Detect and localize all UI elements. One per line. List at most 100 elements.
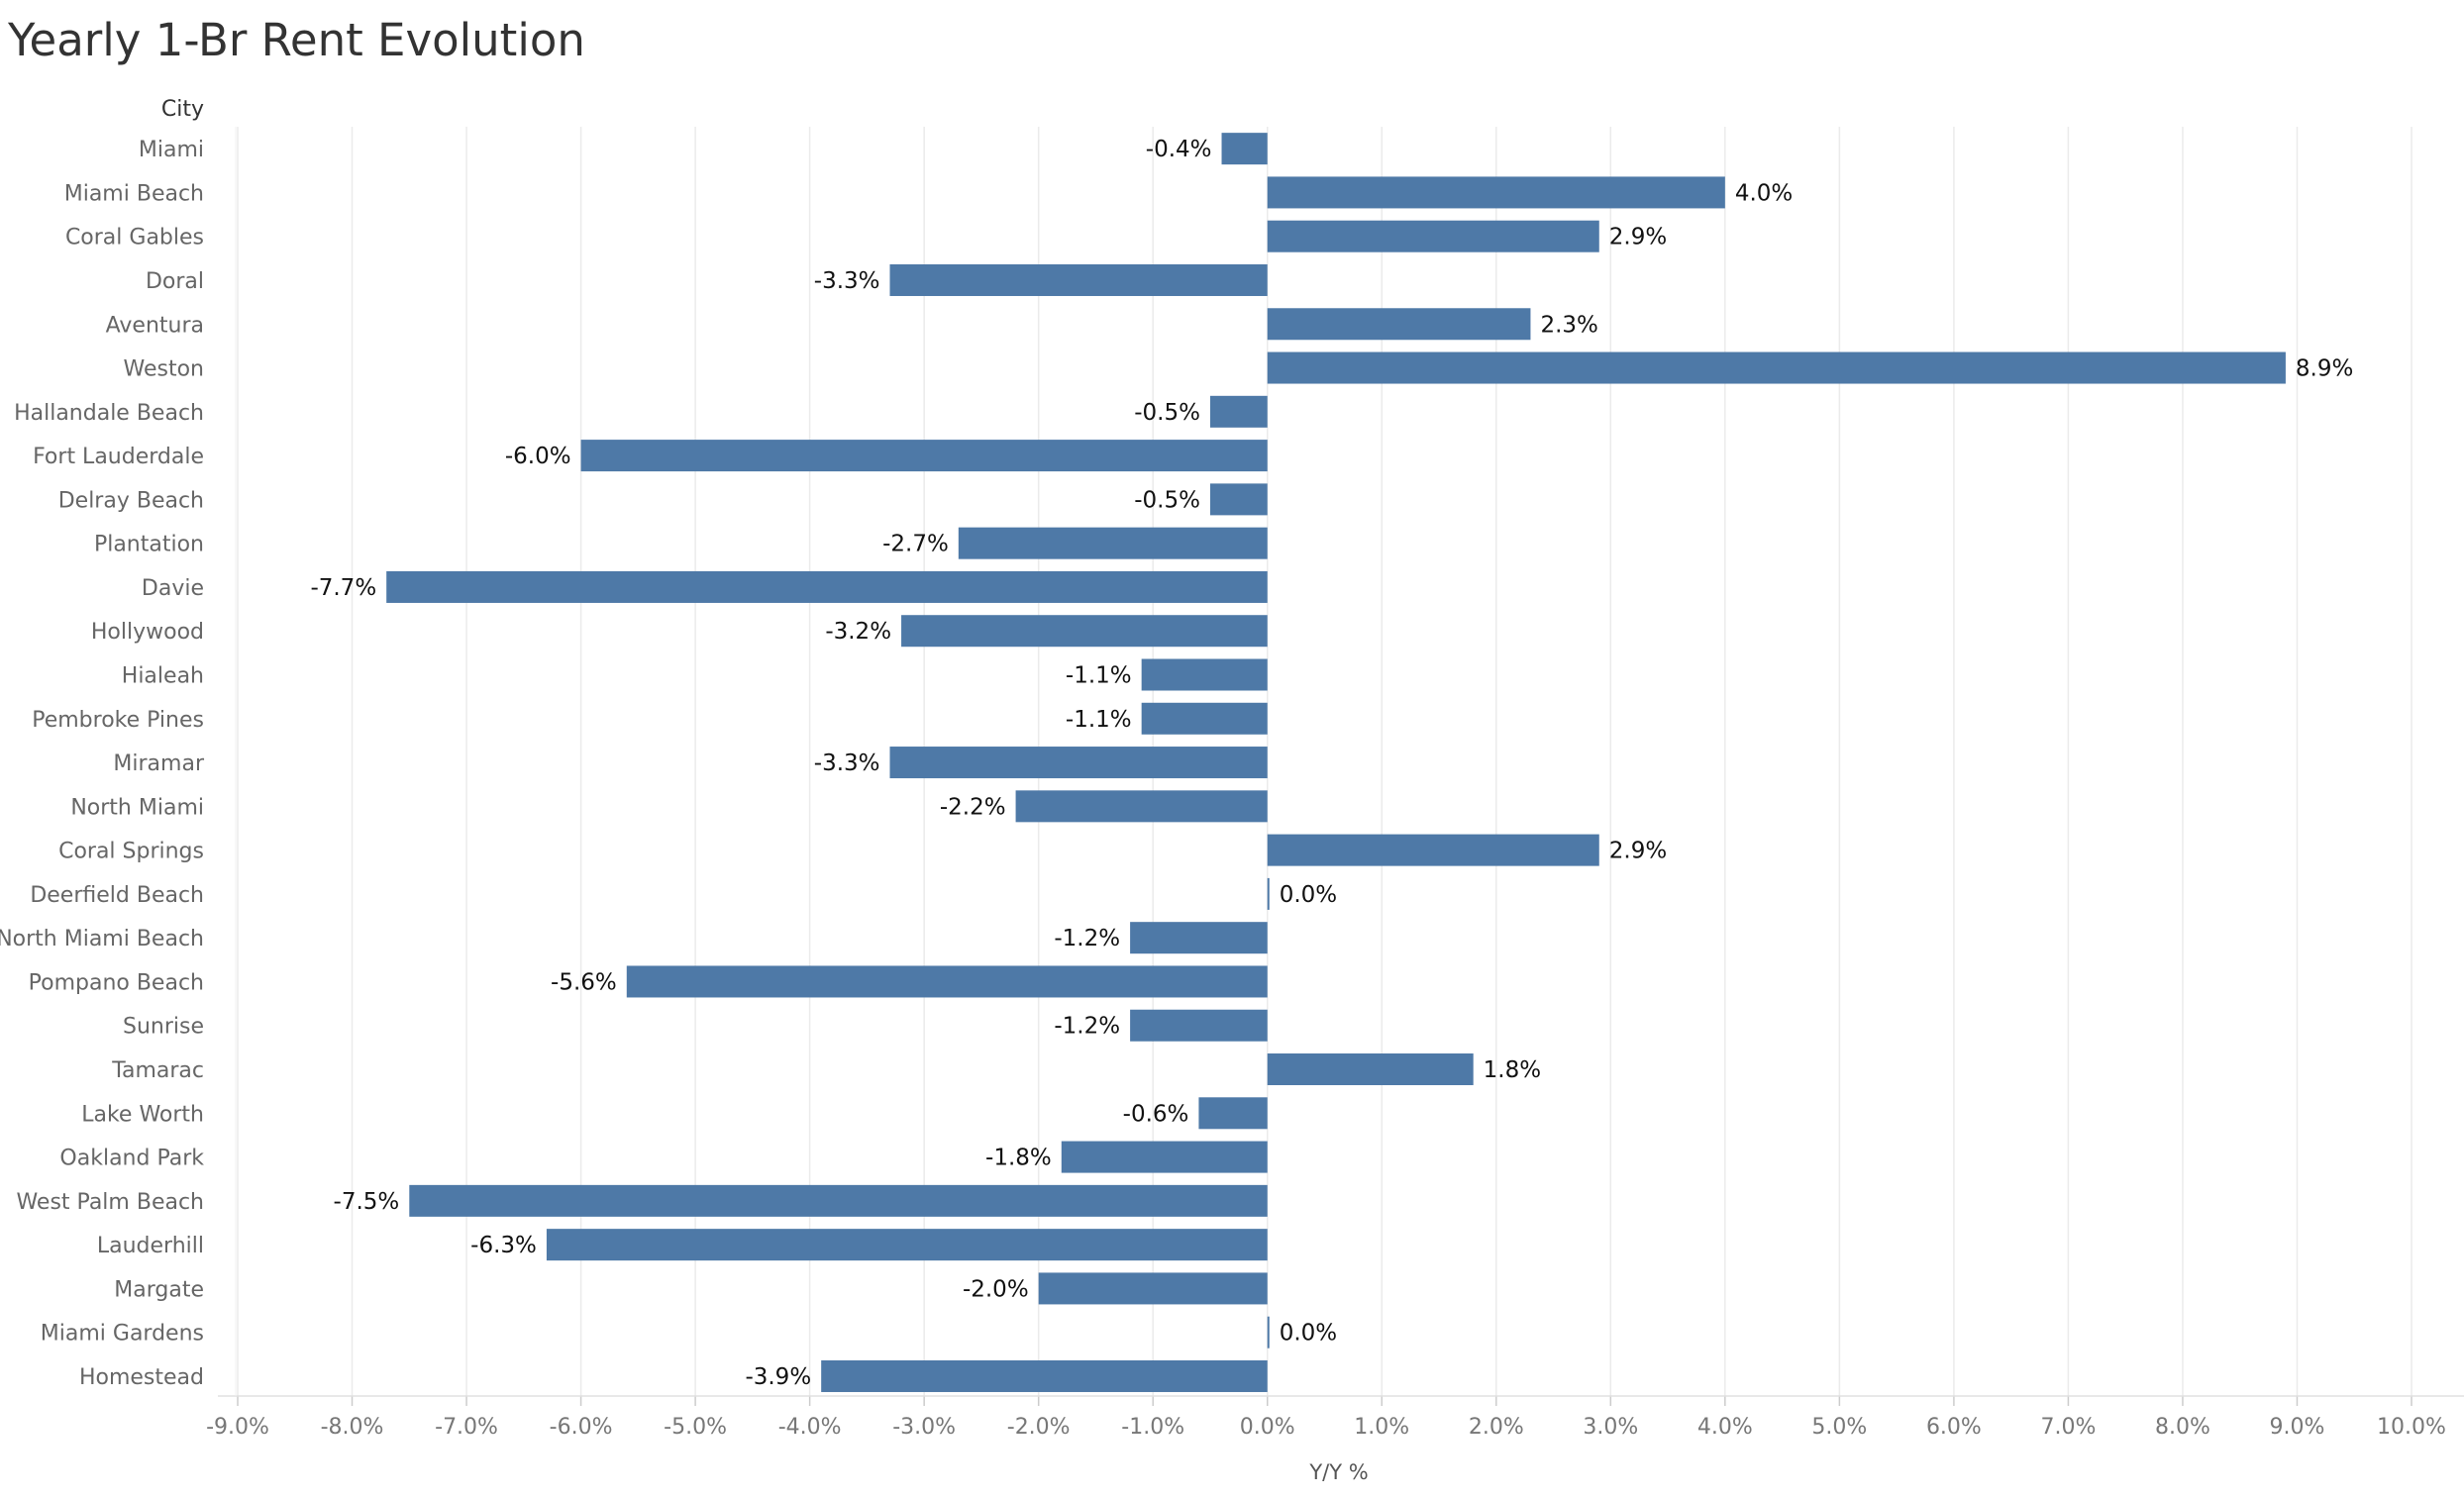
x-tick-label: -8.0%: [321, 1415, 384, 1440]
data-label: -0.6%: [1123, 1101, 1189, 1127]
category-label: Miami Gardens: [41, 1322, 204, 1347]
data-label: -0.5%: [1134, 487, 1200, 513]
category-label: Hallandale Beach: [14, 401, 204, 426]
bar: [1221, 133, 1268, 165]
data-label: -3.9%: [745, 1364, 811, 1390]
data-label: 2.9%: [1609, 225, 1667, 250]
bar: [821, 1359, 1268, 1392]
data-label: -3.2%: [825, 619, 891, 645]
x-tick-label: 6.0%: [1926, 1415, 1982, 1440]
bar: [1267, 308, 1531, 341]
category-label: North Miami Beach: [0, 927, 204, 951]
category-label: Deerfield Beach: [30, 883, 204, 908]
bar: [1061, 1141, 1268, 1173]
x-tick-label: 5.0%: [1811, 1415, 1867, 1440]
x-tick-label: -9.0%: [206, 1415, 269, 1440]
bar: [546, 1229, 1268, 1261]
category-label: Oakland Park: [59, 1147, 204, 1171]
category-label: Pembroke Pines: [32, 708, 204, 733]
data-label: -7.5%: [334, 1189, 400, 1215]
data-label: 2.3%: [1540, 312, 1597, 338]
data-label: -0.4%: [1146, 137, 1212, 162]
category-label: Aventura: [106, 313, 204, 338]
data-label: 2.9%: [1609, 839, 1667, 864]
category-label: Miramar: [113, 751, 205, 776]
data-label: -2.0%: [963, 1276, 1029, 1302]
x-tick-label: 2.0%: [1469, 1415, 1524, 1440]
category-label: Miami Beach: [64, 181, 204, 206]
data-label: 4.0%: [1735, 180, 1793, 206]
x-tick-label: -7.0%: [435, 1415, 498, 1440]
category-label: North Miami: [70, 795, 204, 820]
data-label: -7.7%: [310, 575, 376, 601]
bar: [1130, 1009, 1268, 1042]
data-label: -2.7%: [882, 532, 949, 557]
bar: [901, 615, 1268, 648]
bar: [1267, 877, 1270, 910]
x-tick-label: 8.0%: [2155, 1415, 2210, 1440]
x-tick-label: -1.0%: [1121, 1415, 1184, 1440]
bar: [1130, 922, 1268, 954]
x-tick-label: 9.0%: [2270, 1415, 2325, 1440]
x-tick-label: -5.0%: [664, 1415, 727, 1440]
data-label: -1.1%: [1066, 663, 1132, 689]
data-label: -3.3%: [814, 750, 880, 776]
x-tick-label: 7.0%: [2040, 1415, 2096, 1440]
category-label: Hollywood: [91, 620, 204, 645]
x-tick-label: -4.0%: [778, 1415, 842, 1440]
category-label: Margate: [114, 1277, 204, 1302]
x-tick-label: 4.0%: [1697, 1415, 1753, 1440]
bar: [1267, 834, 1599, 866]
bar: [889, 263, 1268, 296]
bar: [409, 1184, 1268, 1217]
x-tick-label: 1.0%: [1354, 1415, 1409, 1440]
bar: [626, 965, 1268, 998]
data-label: -1.2%: [1054, 926, 1120, 951]
data-label: -1.2%: [1054, 1014, 1120, 1040]
category-label: Homestead: [79, 1365, 204, 1390]
bar: [889, 747, 1268, 779]
data-label: 1.8%: [1484, 1057, 1541, 1083]
data-label: -3.3%: [814, 268, 880, 294]
bars: [386, 133, 2286, 1392]
data-label: -6.0%: [505, 444, 571, 469]
data-label: -1.8%: [985, 1146, 1052, 1171]
category-label: Doral: [146, 269, 204, 294]
data-label: 8.9%: [2296, 356, 2353, 382]
category-label: Weston: [124, 357, 205, 382]
bar: [1141, 702, 1268, 735]
bar: [1267, 1316, 1270, 1349]
data-label: -6.3%: [470, 1233, 537, 1258]
x-tick-label: 3.0%: [1583, 1415, 1638, 1440]
category-label: Sunrise: [123, 1015, 204, 1040]
labels: Miami -0.4% Miami Beach 4.0% Coral Gables 2.9…: [0, 137, 2353, 1390]
bar: [1015, 790, 1268, 823]
bar: [1038, 1272, 1268, 1305]
data-label: -5.6%: [551, 969, 617, 995]
category-label: Pompano Beach: [29, 970, 204, 995]
category-label: Lake Worth: [81, 1102, 204, 1127]
bar: [1198, 1097, 1268, 1130]
bar: [1267, 220, 1599, 252]
category-label: Fort Lauderdale: [33, 445, 204, 469]
data-label: 0.0%: [1280, 882, 1337, 908]
category-label: Miami: [139, 138, 204, 162]
bar: [1209, 395, 1268, 428]
x-tick-label: -6.0%: [550, 1415, 613, 1440]
x-tick-label: 0.0%: [1240, 1415, 1295, 1440]
category-label: Plantation: [94, 533, 204, 557]
row-header: City: [161, 97, 204, 122]
data-label: 0.0%: [1280, 1321, 1337, 1347]
data-label: -2.2%: [940, 794, 1006, 820]
x-tick-label: -2.0%: [1007, 1415, 1071, 1440]
category-label: Coral Gables: [65, 226, 204, 250]
bar: [1267, 1053, 1474, 1086]
category-label: Delray Beach: [58, 488, 204, 513]
x-tick-label: 10.0%: [2377, 1415, 2446, 1440]
category-label: Hialeah: [122, 664, 204, 689]
category-label: Davie: [142, 576, 204, 601]
chart-title: Yearly 1-Br Rent Evolution: [8, 14, 585, 66]
x-axis-title: Y/Y %: [1308, 1460, 1368, 1484]
bar: [1267, 351, 2286, 384]
